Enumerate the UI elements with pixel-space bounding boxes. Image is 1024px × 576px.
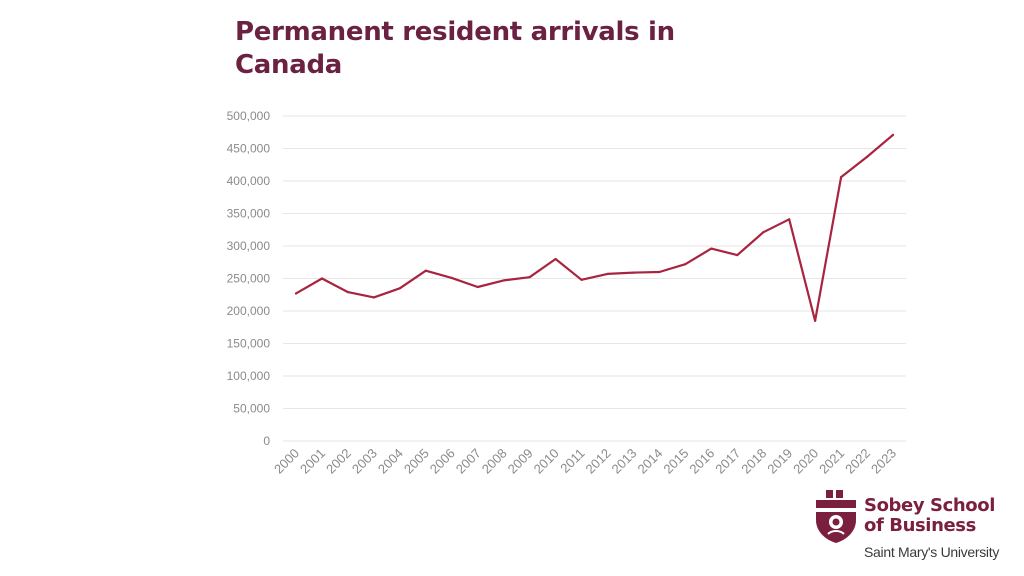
y-tick-label: 100,000: [227, 369, 271, 383]
data-point: [606, 272, 609, 276]
data-point: [294, 292, 298, 295]
y-tick-label: 350,000: [227, 207, 271, 221]
y-tick-label: 450,000: [227, 142, 271, 156]
x-tick-label: 2012: [583, 446, 614, 477]
data-point: [476, 285, 479, 289]
y-tick-label: 300,000: [227, 239, 271, 253]
data-point: [684, 263, 687, 266]
x-tick-label: 2001: [297, 446, 328, 477]
x-tick-label: 2022: [842, 446, 873, 477]
y-axis-ticks: 0 50,000 100,000 150,000 200,000 250,000 300,0…: [227, 109, 271, 448]
x-tick-label: 2006: [427, 446, 458, 477]
data-point: [424, 269, 427, 272]
x-axis-ticks: 2000200120022003200420052006200720082009…: [271, 446, 899, 477]
data-point: [736, 254, 739, 257]
x-tick-label: 2013: [608, 446, 639, 477]
x-tick-label: 2020: [790, 446, 821, 477]
x-tick-label: 2015: [660, 446, 691, 477]
crest-icon: [816, 490, 856, 543]
x-tick-label: 2019: [764, 446, 795, 477]
chart-title: Permanent resident arrivals in Canada: [235, 17, 675, 80]
y-tick-label: 150,000: [227, 337, 271, 351]
data-point: [632, 271, 635, 274]
data-point: [320, 277, 324, 280]
data-point: [554, 257, 557, 261]
data-point: [658, 270, 661, 274]
x-tick-label: 2005: [401, 446, 432, 477]
y-tick-label: 500,000: [227, 109, 271, 123]
gridlines: [283, 115, 906, 442]
y-tick-label: 200,000: [227, 304, 271, 318]
x-tick-label: 2010: [531, 446, 562, 477]
sobey-school-logo: Sobey School of Business Saint Mary's Un…: [812, 488, 1017, 568]
data-point: [710, 247, 713, 250]
data-point: [814, 319, 817, 322]
data-point: [528, 276, 531, 279]
data-point: [398, 287, 401, 290]
x-tick-label: 2018: [738, 446, 769, 477]
series-line: [294, 133, 895, 322]
logo-university: Saint Mary's University: [864, 544, 1000, 560]
x-tick-label: 2008: [479, 446, 510, 477]
data-point: [372, 296, 375, 299]
data-point: [788, 218, 791, 221]
logo-name: Sobey School of Business: [864, 496, 1014, 536]
x-tick-label: 2023: [868, 446, 899, 477]
y-tick-label: 0: [263, 434, 270, 448]
data-point: [580, 278, 583, 281]
data-point: [450, 276, 453, 279]
x-tick-label: 2021: [816, 446, 847, 477]
data-point: [891, 133, 895, 136]
data-point: [865, 155, 869, 159]
x-tick-label: 2004: [375, 446, 406, 477]
series-group: [294, 133, 895, 322]
x-tick-label: 2000: [271, 446, 302, 477]
y-tick-label: 400,000: [227, 174, 271, 188]
x-tick-label: 2017: [712, 446, 743, 477]
x-tick-label: 2016: [686, 446, 717, 477]
x-tick-label: 2002: [323, 446, 354, 477]
x-tick-label: 2011: [557, 446, 587, 476]
x-tick-label: 2007: [453, 446, 484, 477]
y-tick-label: 50,000: [233, 402, 270, 416]
x-tick-label: 2014: [634, 446, 665, 477]
logo-name-line1: Sobey School: [864, 495, 995, 516]
data-point: [346, 291, 350, 294]
data-point: [839, 176, 843, 179]
x-tick-label: 2003: [349, 446, 380, 477]
y-tick-label: 250,000: [227, 272, 271, 286]
data-point: [762, 231, 765, 234]
logo-name-line2: of Business: [864, 515, 976, 536]
x-tick-label: 2009: [505, 446, 536, 477]
data-point: [502, 279, 505, 282]
